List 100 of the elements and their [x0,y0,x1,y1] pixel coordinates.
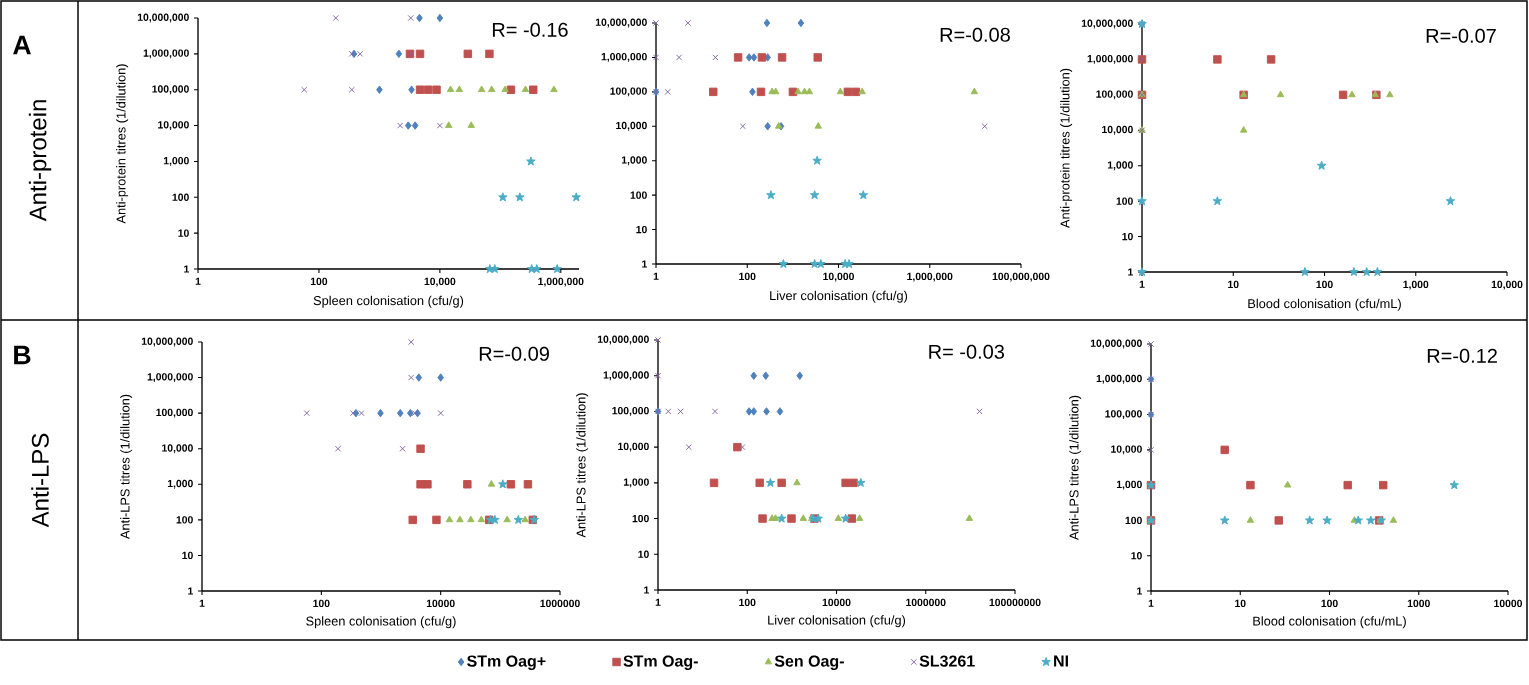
y-tick-label: 10 [636,225,647,234]
y-tick-label: 100 [1125,516,1142,525]
y-tick-label: 100,000 [1096,90,1133,100]
x-axis-title: Spleen colonisation (cfu/g) [306,616,456,629]
y-tick-label: 100,000 [612,407,649,416]
x-tick-label: 1 [1148,599,1154,607]
x-tick-label: 1000000 [540,599,580,608]
annotation: R=-0.12 [1427,348,1497,363]
x-tick-label: 1,000,000 [538,277,584,287]
text: A [13,35,31,55]
y-tick-label: 1,000,000 [1096,374,1142,384]
y-tick-label: 100,000 [610,87,647,97]
x-tick-label: 10 [1235,599,1246,608]
y-tick-label: 10,000,000 [1090,339,1142,349]
x-tick-label: 1,000,000 [907,272,953,282]
y-tick-label: 100,000 [152,85,189,95]
y-tick-label: 10 [182,551,193,560]
y-tick-label: 10,000 [616,121,647,131]
x-tick-label: 100000000 [989,598,1041,607]
text: B [14,345,31,365]
y-tick-label: 1,000 [621,156,647,166]
y-tick-label: 1,000 [623,478,649,488]
x-axis-title: Blood colonisation (cfu/mL) [1248,298,1401,311]
y-tick-label: 1 [1137,587,1143,595]
x-tick-label: 100 [310,277,328,286]
y-tick-label: 1,000 [163,157,189,166]
y-tick-label: 100 [172,193,189,201]
annotation: R=-0.09 [479,346,549,361]
text: Anti-LPS [31,433,49,528]
y-axis-title: Anti-LPS titres (1/dilution) [1069,395,1082,541]
y-tick-label: 10,000 [1102,125,1133,135]
x-tick-label: 10 [1228,280,1239,289]
y-tick-label: 1,000 [167,479,193,489]
x-tick-label: 10000 [822,598,851,607]
x-tick-label: 1 [653,272,659,280]
x-axis-title: Liver colonisation (cfu/g) [770,290,908,303]
y-tick-label: 1 [184,265,190,273]
y-tick-label: 1,000,000 [1087,55,1133,64]
y-tick-label: 100,000 [156,408,193,418]
x-tick-label: 10,000 [1491,280,1523,290]
x-tick-label: 1000 [1407,599,1430,608]
x-tick-label: 1 [655,598,661,606]
annotation: R=-0.08 [940,27,1010,42]
y-tick-label: 1,000,000 [603,371,649,381]
y-tick-label: 100 [630,191,647,199]
y-tick-label: 100,000 [1105,410,1142,419]
x-axis-title: Liver colonisation (cfu/g) [768,615,906,628]
y-tick-label: 1,000 [1107,161,1133,171]
legend-label: SL3261 [919,655,975,667]
annotation: R=-0.07 [1426,28,1496,43]
x-tick-label: 100 [739,272,756,281]
y-axis-title: Anti-protein titres (1/dilution) [1060,68,1073,229]
x-tick-label: 100 [739,598,756,607]
y-tick-label: 10 [1122,232,1133,241]
x-tick-label: 1 [199,599,205,607]
y-tick-label: 10 [1131,552,1142,560]
y-tick-label: 10,000,000 [137,13,189,23]
x-tick-label: 1 [195,277,201,285]
legend-label: STm Oag+ [467,655,546,670]
x-tick-label: 1000000 [906,598,946,607]
x-tick-label: 100 [1321,599,1338,608]
annotation: R= -0.16 [492,22,568,37]
y-axis-title: Anti-protein titres (1/dilution) [116,64,129,224]
y-tick-label: 10,000,000 [141,337,193,347]
x-axis-title: Blood colonisation (cfu/mL) [1253,616,1406,629]
y-tick-label: 100 [176,516,193,524]
text: Anti-protein [28,100,52,222]
x-tick-label: 10000 [1494,599,1523,608]
y-tick-label: 10,000 [158,121,189,131]
y-tick-label: 10,000 [162,444,193,454]
y-tick-label: 10,000,000 [1081,19,1133,29]
legend-label: STm Oag- [623,655,698,670]
y-tick-label: 1 [642,260,648,268]
x-tick-label: 100 [313,599,330,608]
annotation: R= -0.03 [929,344,1005,359]
x-tick-label: 10,000 [424,277,456,287]
y-axis-title: Anti-LPS titres (1/dilution) [120,394,133,540]
x-axis-title: Spleen colonisation (cfu/g) [313,295,464,308]
x-tick-label: 100 [1316,280,1333,289]
y-tick-label: 10,000 [1111,445,1142,455]
y-tick-label: 100 [632,514,649,523]
legend-label: NI [1054,655,1068,667]
y-axis-title: Anti-LPS titres (1/dilution) [576,393,589,538]
y-tick-label: 10 [638,550,649,558]
y-tick-label: 1 [644,586,650,594]
y-tick-label: 1,000,000 [147,373,193,382]
y-tick-label: 10,000 [618,442,649,452]
x-tick-label: 100,000,000 [992,272,1050,282]
y-tick-label: 10 [178,229,189,237]
y-tick-label: 100 [1116,197,1133,205]
y-tick-label: 1 [188,587,194,595]
x-tick-label: 10,000 [823,272,854,282]
y-tick-label: 1,000 [1116,480,1142,490]
y-tick-label: 10,000,000 [597,335,649,345]
x-tick-label: 1,000 [1403,280,1429,290]
legend-label: Sen Oag- [774,655,844,670]
y-tick-label: 1,000,000 [601,53,647,62]
x-tick-label: 10000 [426,599,455,608]
y-tick-label: 10,000,000 [595,18,647,28]
y-tick-label: 1,000,000 [143,49,189,59]
